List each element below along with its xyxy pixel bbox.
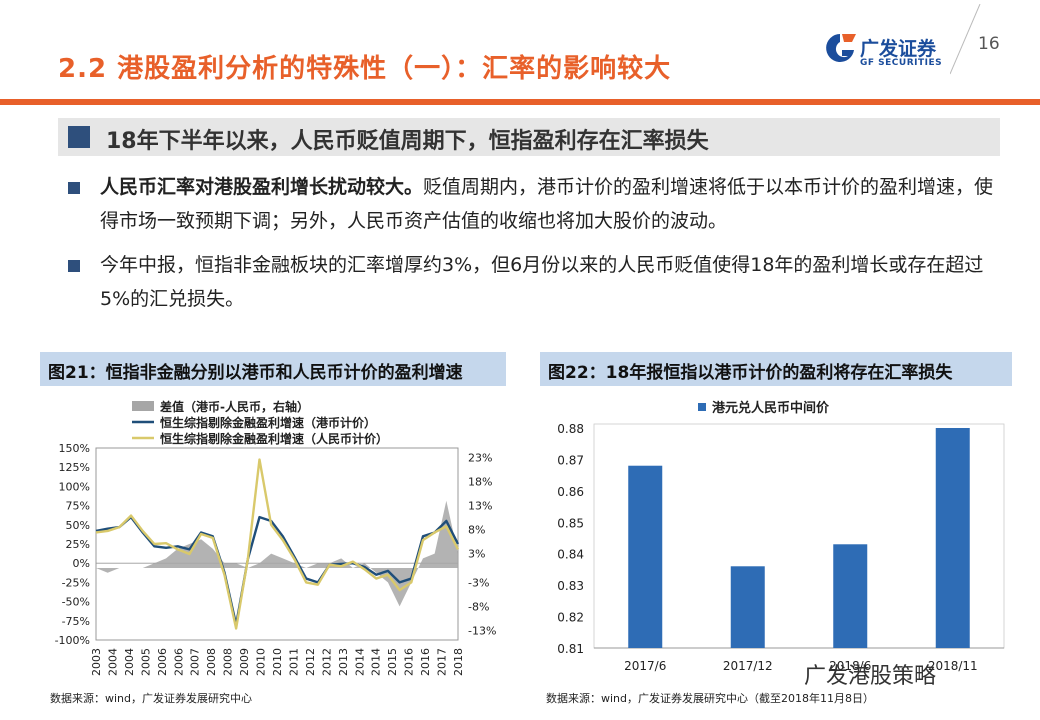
legend-label: 恒生综指剔除金融盈利增速（人民币计价） xyxy=(160,431,388,446)
x-tick-label: 2017 xyxy=(436,648,449,676)
watermark-text: 广发港股策略 xyxy=(804,664,937,689)
banner-text: 18年下半年以来，人民币贬值周期下，恒指盈利存在汇率损失 xyxy=(106,129,709,154)
x-tick-label: 2007 xyxy=(189,648,202,676)
x-tick-label: 2017/6 xyxy=(624,659,666,673)
x-tick-label: 2010 xyxy=(255,648,268,676)
chart22-source: 数据来源：wind，广发证券发展研究中心（截至2018年11月8日） xyxy=(546,692,874,705)
x-tick-label: 2012 xyxy=(304,648,317,676)
bullet-bold: 人民币汇率对港股盈利增长扰动较大。 xyxy=(100,176,424,198)
x-tick-label: 2012 xyxy=(320,648,333,676)
y-tick-label: 0.84 xyxy=(557,548,584,562)
y-right-tick-label: 13% xyxy=(468,500,492,513)
section-banner: 18年下半年以来，人民币贬值周期下，恒指盈利存在汇率损失 xyxy=(58,118,1000,156)
x-tick-label: 2003 xyxy=(90,648,103,676)
series-diff-area xyxy=(96,500,458,607)
x-tick-label: 2016 xyxy=(419,648,432,676)
y-right-tick-label: -8% xyxy=(468,600,489,613)
bar xyxy=(628,465,663,648)
y-tick-label: 0.88 xyxy=(557,422,584,436)
legend-label: 差值（港币-人民币，右轴） xyxy=(159,399,309,414)
chart22-title: 图22：18年报恒指以港币计价的盈利将存在汇率损失 xyxy=(540,352,1012,386)
chart21-title: 图21：恒指非金融分别以港币和人民币计价的盈利增速 xyxy=(40,352,506,386)
bullet-square-icon xyxy=(68,260,80,272)
x-tick-label: 2018/6 xyxy=(829,659,871,673)
bar xyxy=(935,428,970,648)
x-tick-label: 2006 xyxy=(156,648,169,676)
chart21-line-chart: 差值（港币-人民币，右轴）恒生综指剔除金融盈利增速（港币计价）恒生综指剔除金融盈… xyxy=(55,399,497,676)
bullet-text: 今年中报，恒指非金融板块的汇率增厚约3%，但6月份以来的人民币贬值使得18年的盈… xyxy=(100,254,984,310)
y-right-tick-label: 23% xyxy=(468,452,492,465)
header-divider xyxy=(0,99,1040,105)
y-left-tick-label: 75% xyxy=(66,500,90,513)
x-tick-label: 2017/12 xyxy=(723,659,773,673)
x-tick-label: 2013 xyxy=(337,648,350,676)
y-right-tick-label: -13% xyxy=(468,624,496,637)
x-tick-label: 2009 xyxy=(238,648,251,676)
bullet-list: 人民币汇率对港股盈利增长扰动较大。贬值周期内，港币计价的盈利增速将低于以本币计价… xyxy=(66,170,1006,326)
y-left-tick-label: 100% xyxy=(59,480,90,493)
x-tick-label: 2006 xyxy=(172,648,185,676)
y-tick-label: 0.85 xyxy=(557,516,584,530)
y-tick-label: 0.86 xyxy=(557,485,584,499)
chart22-bar-chart: 港元兑人民币中间价 0.88 0.87 0.86 0.85 0.84 0.83 0.82 0.8… xyxy=(557,400,1005,673)
bullet-square-icon xyxy=(68,182,80,194)
y-left-tick-label: 125% xyxy=(59,461,90,474)
logo-mark-icon xyxy=(826,34,856,62)
y-left-tick-label: 25% xyxy=(66,538,90,551)
banner-square-icon xyxy=(68,126,90,148)
y-right-tick-label: -3% xyxy=(468,576,489,589)
bar xyxy=(833,544,868,648)
page-number: 16 xyxy=(978,34,1000,54)
y-left-tick-label: 150% xyxy=(59,442,90,455)
x-tick-label: 2010 xyxy=(271,648,284,676)
y-tick-label: 0.82 xyxy=(557,611,584,625)
bullet-text: 贬值周期内，港币计价的盈利增速将低于以本币计价的盈利增速，使得市场一致预期下调；… xyxy=(100,176,994,232)
x-tick-label: 2014 xyxy=(353,648,366,676)
bar xyxy=(730,566,765,648)
x-tick-label: 2014 xyxy=(370,648,383,676)
bullet-item: 今年中报，恒指非金融板块的汇率增厚约3%，但6月份以来的人民币贬值使得18年的盈… xyxy=(66,248,1006,316)
x-tick-label: 2018/11 xyxy=(928,659,978,673)
y-right-tick-label: 3% xyxy=(468,548,485,561)
series-rmb-line xyxy=(95,458,460,630)
x-tick-label: 2016 xyxy=(403,648,416,676)
y-left-tick-label: 50% xyxy=(66,519,90,532)
x-tick-label: 2015 xyxy=(386,648,399,676)
divider-slash xyxy=(950,4,981,75)
legend-swatch xyxy=(698,403,706,411)
series-hkd-line xyxy=(95,515,460,626)
legend-swatch-diff xyxy=(132,401,154,411)
y-left-tick-label: -100% xyxy=(55,634,90,647)
logo-subtitle: GF SECURITIES xyxy=(860,58,943,68)
y-tick-label: 0.81 xyxy=(557,642,584,656)
legend-label: 港元兑人民币中间价 xyxy=(712,400,830,416)
chart21-source: 数据来源：wind，广发证券发展研究中心 xyxy=(50,692,253,705)
x-tick-label: 2008 xyxy=(205,648,218,676)
y-tick-label: 0.83 xyxy=(557,579,584,593)
x-tick-label: 2004 xyxy=(123,648,136,676)
y-right-tick-label: 8% xyxy=(468,524,485,537)
y-left-tick-label: -75% xyxy=(62,615,90,628)
plot-frame xyxy=(95,447,459,641)
y-left-tick-label: -50% xyxy=(62,596,90,609)
y-right-tick-label: 18% xyxy=(468,476,492,489)
legend-label: 恒生综指剔除金融盈利增速（港币计价） xyxy=(160,415,376,430)
x-tick-label: 2018 xyxy=(452,648,465,676)
logo-name: 广发证券 xyxy=(860,38,937,60)
bullet-item: 人民币汇率对港股盈利增长扰动较大。贬值周期内，港币计价的盈利增速将低于以本币计价… xyxy=(66,170,1006,238)
x-tick-label: 2011 xyxy=(287,648,300,676)
y-left-tick-label: -25% xyxy=(62,576,90,589)
y-tick-label: 0.87 xyxy=(557,453,584,467)
page-title: 2.2 港股盈利分析的特殊性（一）：汇率的影响较大 xyxy=(58,54,672,84)
x-tick-label: 2008 xyxy=(222,648,235,676)
x-tick-label: 2004 xyxy=(106,648,119,676)
y-left-tick-label: 0% xyxy=(73,557,90,570)
x-tick-label: 2005 xyxy=(139,648,152,676)
gf-securities-logo: 广发证券 GF SECURITIES xyxy=(822,28,942,76)
